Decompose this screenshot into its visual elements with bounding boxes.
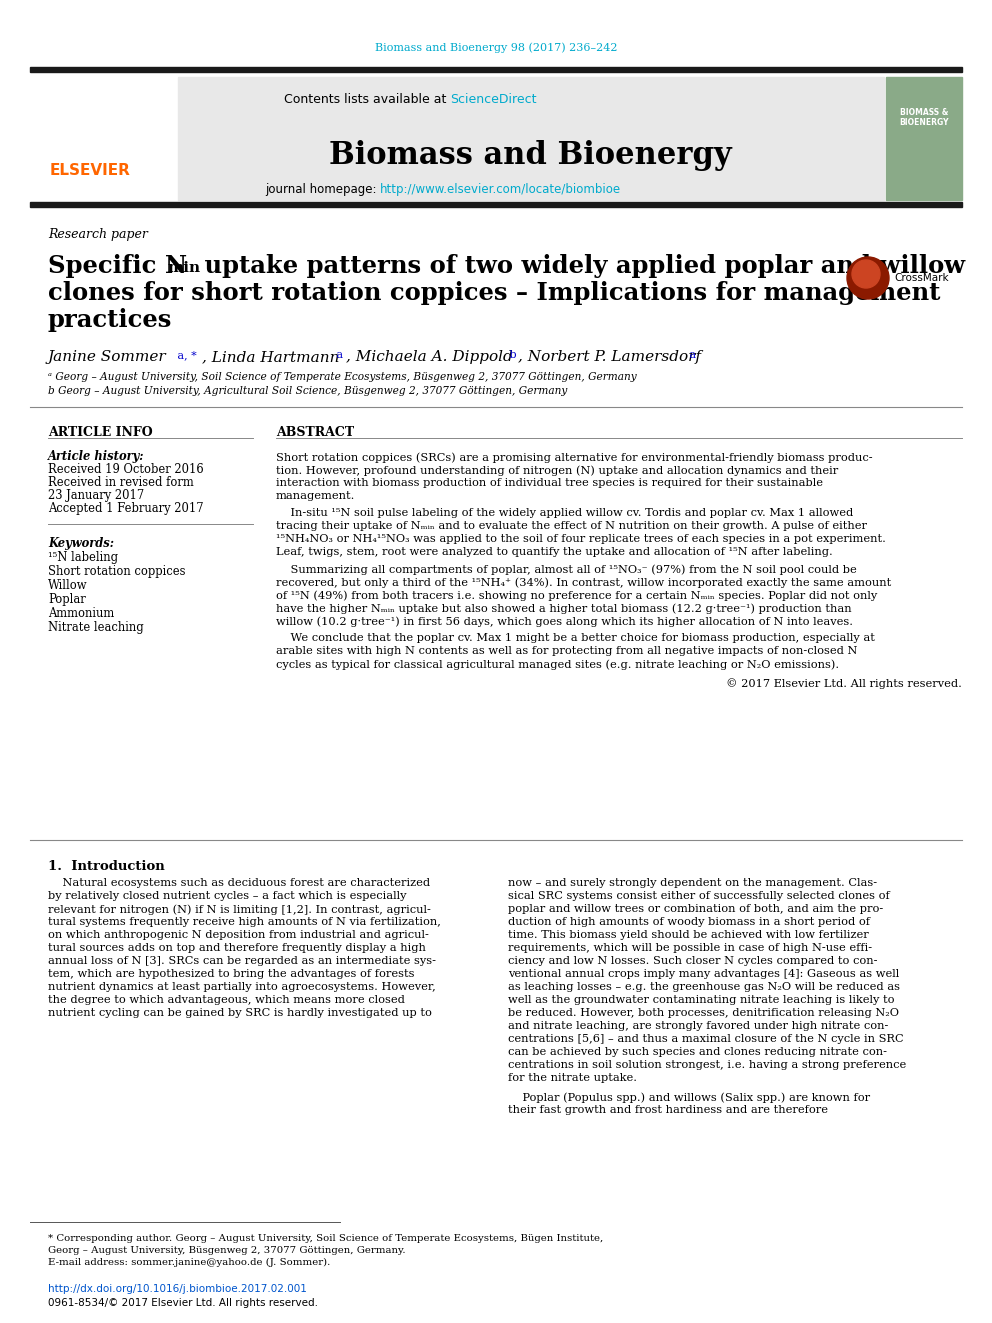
Text: * Corresponding author. Georg – August University, Soil Science of Temperate Eco: * Corresponding author. Georg – August U… bbox=[48, 1234, 603, 1244]
Text: Georg – August University, Büsgenweg 2, 37077 Göttingen, Germany.: Georg – August University, Büsgenweg 2, … bbox=[48, 1246, 406, 1256]
Text: as leaching losses – e.g. the greenhouse gas N₂O will be reduced as: as leaching losses – e.g. the greenhouse… bbox=[508, 982, 900, 992]
Text: Article history:: Article history: bbox=[48, 450, 145, 463]
Text: of ¹⁵N (49%) from both tracers i.e. showing no preference for a certain Nₘᵢₙ spe: of ¹⁵N (49%) from both tracers i.e. show… bbox=[276, 590, 877, 601]
Text: In-situ ¹⁵N soil pulse labeling of the widely applied willow cv. Tordis and popl: In-situ ¹⁵N soil pulse labeling of the w… bbox=[276, 508, 853, 519]
Text: 0961-8534/© 2017 Elsevier Ltd. All rights reserved.: 0961-8534/© 2017 Elsevier Ltd. All right… bbox=[48, 1298, 318, 1308]
Text: a: a bbox=[333, 351, 343, 360]
Bar bbox=[30, 67, 962, 71]
Text: ventional annual crops imply many advantages [4]: Gaseous as well: ventional annual crops imply many advant… bbox=[508, 968, 900, 979]
Circle shape bbox=[847, 257, 889, 299]
Text: Research paper: Research paper bbox=[48, 228, 148, 241]
Text: Natural ecosystems such as deciduous forest are characterized: Natural ecosystems such as deciduous for… bbox=[48, 878, 431, 888]
Text: centrations in soil solution strongest, i.e. having a strong preference: centrations in soil solution strongest, … bbox=[508, 1060, 907, 1070]
Text: Poplar: Poplar bbox=[48, 593, 85, 606]
Text: Janine Sommer: Janine Sommer bbox=[48, 351, 167, 364]
Text: interaction with biomass production of individual tree species is required for t: interaction with biomass production of i… bbox=[276, 478, 823, 488]
Text: Short rotation coppices: Short rotation coppices bbox=[48, 565, 186, 578]
Text: Willow: Willow bbox=[48, 579, 87, 591]
Text: Received 19 October 2016: Received 19 October 2016 bbox=[48, 463, 203, 476]
Text: now – and surely strongly dependent on the management. Clas-: now – and surely strongly dependent on t… bbox=[508, 878, 877, 888]
Text: E-mail address: sommer.janine@yahoo.de (J. Sommer).: E-mail address: sommer.janine@yahoo.de (… bbox=[48, 1258, 330, 1267]
Text: well as the groundwater contaminating nitrate leaching is likely to: well as the groundwater contaminating ni… bbox=[508, 995, 895, 1005]
Circle shape bbox=[852, 261, 880, 288]
Text: http://www.elsevier.com/locate/biombioe: http://www.elsevier.com/locate/biombioe bbox=[380, 183, 621, 196]
Text: by relatively closed nutrient cycles – a fact which is especially: by relatively closed nutrient cycles – a… bbox=[48, 890, 407, 901]
Text: tural systems frequently receive high amounts of N via fertilization,: tural systems frequently receive high am… bbox=[48, 917, 440, 927]
Text: be reduced. However, both processes, denitrification releasing N₂O: be reduced. However, both processes, den… bbox=[508, 1008, 899, 1017]
Text: We conclude that the poplar cv. Max 1 might be a better choice for biomass produ: We conclude that the poplar cv. Max 1 mi… bbox=[276, 632, 875, 643]
Text: arable sites with high N contents as well as for protecting from all negative im: arable sites with high N contents as wel… bbox=[276, 646, 857, 656]
Text: 23 January 2017: 23 January 2017 bbox=[48, 490, 144, 501]
Text: tural sources adds on top and therefore frequently display a high: tural sources adds on top and therefore … bbox=[48, 943, 426, 953]
Text: tracing their uptake of Nₘᵢₙ and to evaluate the effect of N nutrition on their : tracing their uptake of Nₘᵢₙ and to eval… bbox=[276, 521, 867, 531]
Text: cycles as typical for classical agricultural managed sites (e.g. nitrate leachin: cycles as typical for classical agricult… bbox=[276, 659, 839, 669]
Text: on which anthropogenic N deposition from industrial and agricul-: on which anthropogenic N deposition from… bbox=[48, 930, 429, 941]
Text: ciency and low N losses. Such closer N cycles compared to con-: ciency and low N losses. Such closer N c… bbox=[508, 957, 878, 966]
Bar bbox=[30, 202, 962, 206]
Text: for the nitrate uptake.: for the nitrate uptake. bbox=[508, 1073, 637, 1084]
Text: © 2017 Elsevier Ltd. All rights reserved.: © 2017 Elsevier Ltd. All rights reserved… bbox=[726, 677, 962, 689]
Text: , Norbert P. Lamersdorf: , Norbert P. Lamersdorf bbox=[518, 351, 701, 364]
Text: requirements, which will be possible in case of high N-use effi-: requirements, which will be possible in … bbox=[508, 943, 872, 953]
Text: , Michaela A. Dippold: , Michaela A. Dippold bbox=[346, 351, 513, 364]
Text: tion. However, profound understanding of nitrogen (N) uptake and allocation dyna: tion. However, profound understanding of… bbox=[276, 464, 838, 475]
Text: http://dx.doi.org/10.1016/j.biombioe.2017.02.001: http://dx.doi.org/10.1016/j.biombioe.201… bbox=[48, 1285, 307, 1294]
Text: Accepted 1 February 2017: Accepted 1 February 2017 bbox=[48, 501, 203, 515]
Text: ᵃ Georg – August University, Soil Science of Temperate Ecosystems, Büsgenweg 2, : ᵃ Georg – August University, Soil Scienc… bbox=[48, 372, 637, 382]
Text: Leaf, twigs, stem, root were analyzed to quantify the uptake and allocation of ¹: Leaf, twigs, stem, root were analyzed to… bbox=[276, 546, 832, 557]
Text: Biomass and Bioenergy: Biomass and Bioenergy bbox=[328, 140, 731, 171]
Text: poplar and willow trees or combination of both, and aim the pro-: poplar and willow trees or combination o… bbox=[508, 904, 883, 914]
Text: Summarizing all compartments of poplar, almost all of ¹⁵NO₃⁻ (97%) from the N so: Summarizing all compartments of poplar, … bbox=[276, 564, 857, 574]
Text: ELSEVIER: ELSEVIER bbox=[50, 163, 130, 179]
Text: Received in revised form: Received in revised form bbox=[48, 476, 193, 490]
Text: a, *: a, * bbox=[174, 351, 196, 360]
Text: their fast growth and frost hardiness and are therefore: their fast growth and frost hardiness an… bbox=[508, 1105, 828, 1115]
Text: Poplar (Populus spp.) and willows (Salix spp.) are known for: Poplar (Populus spp.) and willows (Salix… bbox=[508, 1091, 870, 1102]
Text: tem, which are hypothesized to bring the advantages of forests: tem, which are hypothesized to bring the… bbox=[48, 968, 415, 979]
Text: a: a bbox=[686, 351, 696, 360]
Text: willow (10.2 g·tree⁻¹) in first 56 days, which goes along which its higher alloc: willow (10.2 g·tree⁻¹) in first 56 days,… bbox=[276, 617, 853, 627]
Text: Ammonium: Ammonium bbox=[48, 607, 114, 620]
Text: min: min bbox=[168, 261, 201, 275]
Text: centrations [5,6] – and thus a maximal closure of the N cycle in SRC: centrations [5,6] – and thus a maximal c… bbox=[508, 1035, 904, 1044]
Text: Nitrate leaching: Nitrate leaching bbox=[48, 620, 144, 634]
Text: have the higher Nₘᵢₙ uptake but also showed a higher total biomass (12.2 g·tree⁻: have the higher Nₘᵢₙ uptake but also sho… bbox=[276, 603, 851, 614]
Text: recovered, but only a third of the ¹⁵NH₄⁺ (34%). In contrast, willow incorporate: recovered, but only a third of the ¹⁵NH₄… bbox=[276, 577, 891, 587]
Text: Biomass and Bioenergy 98 (2017) 236–242: Biomass and Bioenergy 98 (2017) 236–242 bbox=[375, 42, 617, 53]
Text: Contents lists available at: Contents lists available at bbox=[284, 93, 450, 106]
Text: journal homepage:: journal homepage: bbox=[265, 183, 380, 196]
Text: relevant for nitrogen (N) if N is limiting [1,2]. In contrast, agricul-: relevant for nitrogen (N) if N is limiti… bbox=[48, 904, 431, 914]
Text: Keywords:: Keywords: bbox=[48, 537, 114, 550]
Text: , Linda Hartmann: , Linda Hartmann bbox=[202, 351, 339, 364]
Text: nutrient cycling can be gained by SRC is hardly investigated up to: nutrient cycling can be gained by SRC is… bbox=[48, 1008, 432, 1017]
Text: practices: practices bbox=[48, 308, 173, 332]
Text: BIOMASS &
BIOENERGY: BIOMASS & BIOENERGY bbox=[900, 108, 948, 127]
Text: 1.  Introduction: 1. Introduction bbox=[48, 860, 165, 873]
Text: nutrient dynamics at least partially into agroecosystems. However,: nutrient dynamics at least partially int… bbox=[48, 982, 435, 992]
Text: ¹⁵N labeling: ¹⁵N labeling bbox=[48, 550, 118, 564]
Text: ABSTRACT: ABSTRACT bbox=[276, 426, 354, 439]
Text: uptake patterns of two widely applied poplar and willow: uptake patterns of two widely applied po… bbox=[196, 254, 965, 278]
Text: ARTICLE INFO: ARTICLE INFO bbox=[48, 426, 153, 439]
Text: Short rotation coppices (SRCs) are a promising alternative for environmental-fri: Short rotation coppices (SRCs) are a pro… bbox=[276, 452, 873, 463]
Text: annual loss of N [3]. SRCs can be regarded as an intermediate sys-: annual loss of N [3]. SRCs can be regard… bbox=[48, 957, 436, 966]
Text: b Georg – August University, Agricultural Soil Science, Büsgenweg 2, 37077 Götti: b Georg – August University, Agricultura… bbox=[48, 386, 567, 396]
Bar bbox=[178, 77, 884, 200]
Text: and nitrate leaching, are strongly favored under high nitrate con-: and nitrate leaching, are strongly favor… bbox=[508, 1021, 889, 1031]
Text: Specific N: Specific N bbox=[48, 254, 187, 278]
Text: ¹⁵NH₄NO₃ or NH₄¹⁵NO₃ was applied to the soil of four replicate trees of each spe: ¹⁵NH₄NO₃ or NH₄¹⁵NO₃ was applied to the … bbox=[276, 534, 886, 544]
Text: CrossMark: CrossMark bbox=[894, 273, 948, 283]
Text: can be achieved by such species and clones reducing nitrate con-: can be achieved by such species and clon… bbox=[508, 1046, 887, 1057]
Text: the degree to which advantageous, which means more closed: the degree to which advantageous, which … bbox=[48, 995, 405, 1005]
Text: sical SRC systems consist either of successfully selected clones of: sical SRC systems consist either of succ… bbox=[508, 890, 890, 901]
Text: management.: management. bbox=[276, 491, 355, 501]
Text: time. This biomass yield should be achieved with low fertilizer: time. This biomass yield should be achie… bbox=[508, 930, 869, 941]
Text: duction of high amounts of woody biomass in a short period of: duction of high amounts of woody biomass… bbox=[508, 917, 870, 927]
Text: b: b bbox=[506, 351, 517, 360]
Text: ScienceDirect: ScienceDirect bbox=[450, 93, 537, 106]
Text: clones for short rotation coppices – Implications for management: clones for short rotation coppices – Imp… bbox=[48, 280, 940, 306]
Bar bbox=[886, 77, 962, 200]
